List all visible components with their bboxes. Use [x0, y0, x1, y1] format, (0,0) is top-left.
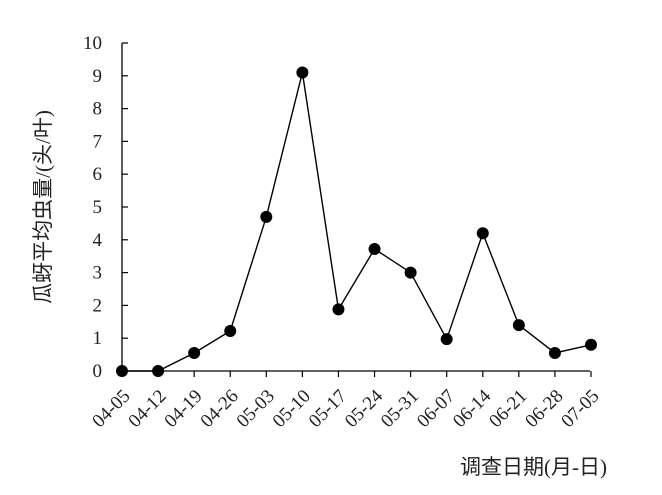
y-tick-label: 9: [93, 66, 103, 87]
data-point: [404, 266, 417, 279]
y-ticks: 0 1 2 3 4 5 6 7 8 9 10: [83, 33, 128, 382]
y-axis-title: 瓜蚜平均虫量/(头/叶): [31, 110, 55, 304]
data-point: [224, 324, 237, 337]
y-tick-label: 2: [93, 295, 103, 316]
x-tick-label: 05-17: [305, 386, 351, 432]
y-tick-label: 7: [93, 131, 103, 152]
y-tick-label: 6: [93, 164, 103, 185]
x-tick-label: 04-19: [160, 386, 206, 432]
data-point: [585, 338, 597, 351]
x-tick-label: 04-26: [197, 386, 243, 432]
y-tick-label: 5: [93, 197, 103, 218]
x-tick-label: 06-07: [413, 386, 459, 432]
x-tick-label: 05-31: [377, 386, 423, 432]
x-tick-label: 07-05: [557, 386, 603, 432]
y-tick-label: 10: [83, 33, 102, 54]
x-ticks: 04-0504-1204-1904-2605-0305-1005-1705-24…: [88, 371, 604, 432]
y-tick-label: 3: [93, 263, 103, 284]
x-tick-label: 06-14: [449, 385, 496, 432]
series-1: [116, 66, 597, 377]
y-tick-label: 0: [93, 361, 103, 382]
y-tick-label: 8: [93, 99, 103, 120]
data-point: [368, 242, 381, 255]
series-line: [122, 72, 592, 372]
x-tick-label: 05-10: [269, 386, 315, 432]
data-point: [188, 346, 201, 359]
data-point: [512, 319, 525, 332]
y-tick-label: 1: [93, 328, 103, 349]
x-tick-label: 05-24: [341, 385, 388, 432]
data-point: [152, 365, 165, 377]
x-axis-title: 调查日期(月-日): [460, 455, 607, 479]
x-tick-label: 04-12: [124, 386, 170, 432]
data-point: [296, 66, 309, 79]
data-point: [260, 210, 273, 223]
x-tick-label: 06-21: [485, 386, 531, 432]
x-tick-label: 05-03: [233, 386, 279, 432]
y-tick-label: 4: [93, 230, 103, 251]
x-tick-label: 04-05: [88, 386, 134, 432]
data-point: [332, 303, 345, 316]
data-point: [440, 333, 453, 346]
data-point: [116, 365, 128, 377]
x-tick-label: 06-28: [521, 386, 567, 432]
data-point: [476, 227, 489, 240]
data-point: [548, 346, 561, 359]
